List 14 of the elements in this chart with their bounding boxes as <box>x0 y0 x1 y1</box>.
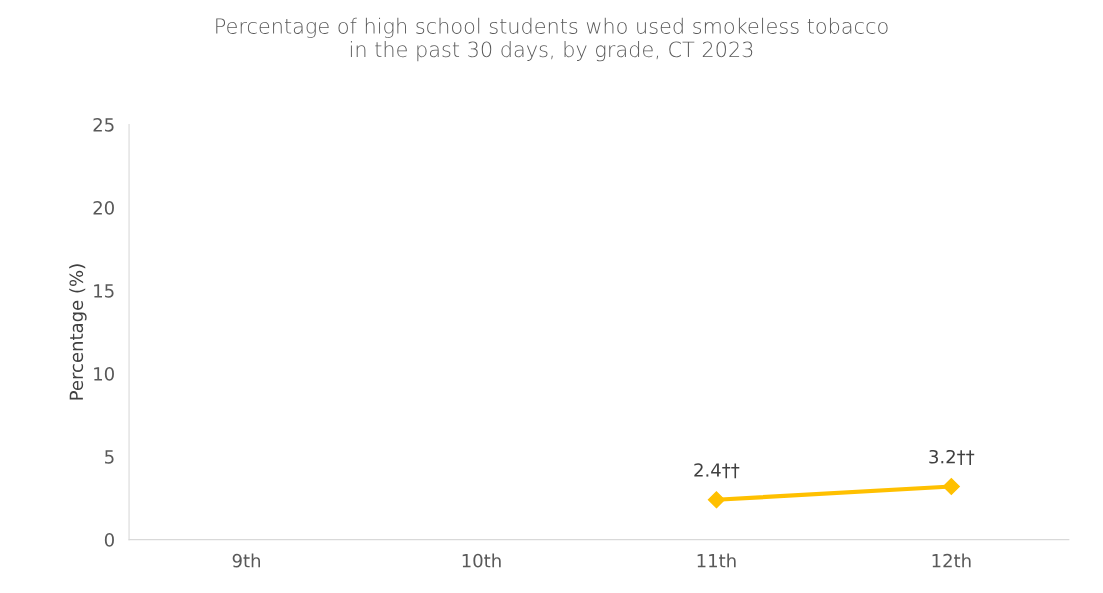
data-label: 2.4†† <box>694 463 740 479</box>
data-label: 3.2†† <box>929 449 975 466</box>
chart-title: Percentage of high school students who used smokeless tobacco in the past 30 days, by grade, CT 2023 <box>216 17 888 62</box>
y-tick-label: 10 <box>94 367 114 381</box>
y-tick-label: 15 <box>94 284 114 298</box>
x-tick-label: 11th <box>697 553 736 568</box>
y-tick-label: 0 <box>104 533 114 547</box>
y-tick-label: 25 <box>93 117 114 132</box>
x-tick-label: 9th <box>232 553 260 568</box>
y-tick-label: 20 <box>93 201 114 215</box>
y-tick-label: 5 <box>105 450 114 464</box>
x-tick-label: 12th <box>932 553 971 568</box>
x-tick-label: 10th <box>462 553 501 568</box>
y-axis-title: Percentage (%) <box>69 264 87 400</box>
